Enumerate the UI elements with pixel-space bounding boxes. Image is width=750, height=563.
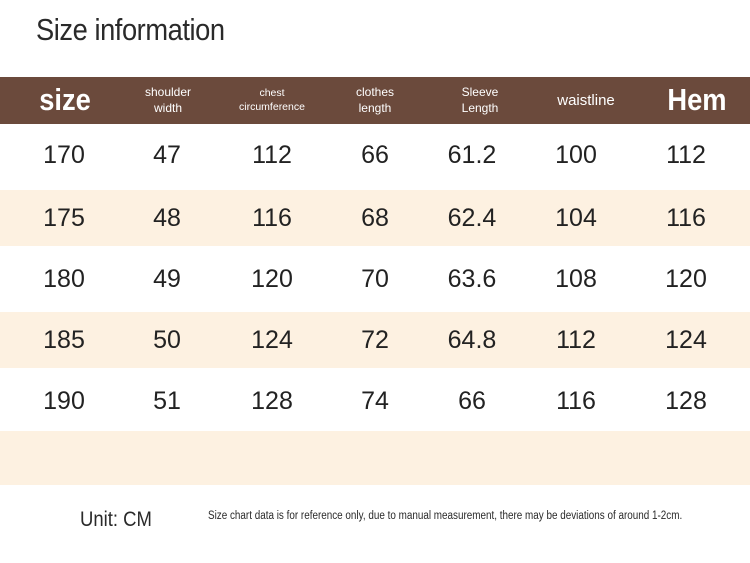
empty-table-row [0,431,750,485]
reference-note: Size chart data is for reference only, d… [208,510,683,522]
cell-size: 180 [43,264,85,293]
cell-clothes-length: 66 [361,140,389,169]
cell-size: 175 [43,203,85,232]
cell-sleeve-length: 62.4 [447,203,497,232]
cell-shoulder-width: 51 [153,386,181,415]
cell-clothes-length: 68 [361,203,389,232]
cell-waistline: 100 [555,140,597,169]
cell-chest: 112 [252,140,292,169]
cell-hem: 128 [665,386,707,415]
column-header-sleeve-length: Sleeve Length [461,84,499,115]
cell-sleeve-length: 64.8 [447,325,497,354]
cell-chest: 128 [251,386,293,415]
cell-sleeve-length: 61.2 [447,140,497,169]
cell-sleeve-length: 63.6 [447,264,497,293]
table-row: 180 49 120 70 63.6 108 120 [0,251,750,307]
column-header-hem: Hem [667,82,727,118]
column-header-chest-circumference: chest circumference [239,86,305,113]
table-row: 175 48 116 68 62.4 104 116 [0,190,750,246]
cell-hem: 124 [665,325,707,354]
table-row: 185 50 124 72 64.8 112 124 [0,312,750,368]
cell-size: 170 [43,140,85,169]
column-header-clothes-length: clothes length [355,84,395,115]
column-header-size: size [39,82,91,118]
cell-hem: 116 [666,203,706,232]
unit-label: Unit: CM [80,508,152,531]
cell-chest: 124 [251,325,293,354]
column-header-waistline: waistline [557,91,615,109]
cell-clothes-length: 74 [361,386,389,415]
page-title: Size information [36,12,225,47]
cell-hem: 112 [666,140,706,169]
cell-shoulder-width: 47 [153,140,181,169]
cell-waistline: 108 [555,264,597,293]
cell-size: 190 [43,386,85,415]
cell-sleeve-length: 66 [458,386,486,415]
cell-hem: 120 [665,264,707,293]
cell-size: 185 [43,325,85,354]
cell-waistline: 116 [556,386,596,415]
cell-chest: 116 [252,203,292,232]
column-header-shoulder-width: shoulder width [144,84,192,115]
cell-waistline: 104 [555,203,597,232]
table-header: size shoulder width chest circumference … [0,77,750,124]
cell-clothes-length: 72 [361,325,389,354]
table-row: 190 51 128 74 66 116 128 [0,373,750,429]
cell-shoulder-width: 50 [153,325,181,354]
cell-shoulder-width: 49 [153,264,181,293]
cell-shoulder-width: 48 [153,203,181,232]
table-row: 170 47 112 66 61.2 100 112 [0,127,750,183]
cell-waistline: 112 [556,325,596,354]
cell-clothes-length: 70 [361,264,389,293]
cell-chest: 120 [251,264,293,293]
